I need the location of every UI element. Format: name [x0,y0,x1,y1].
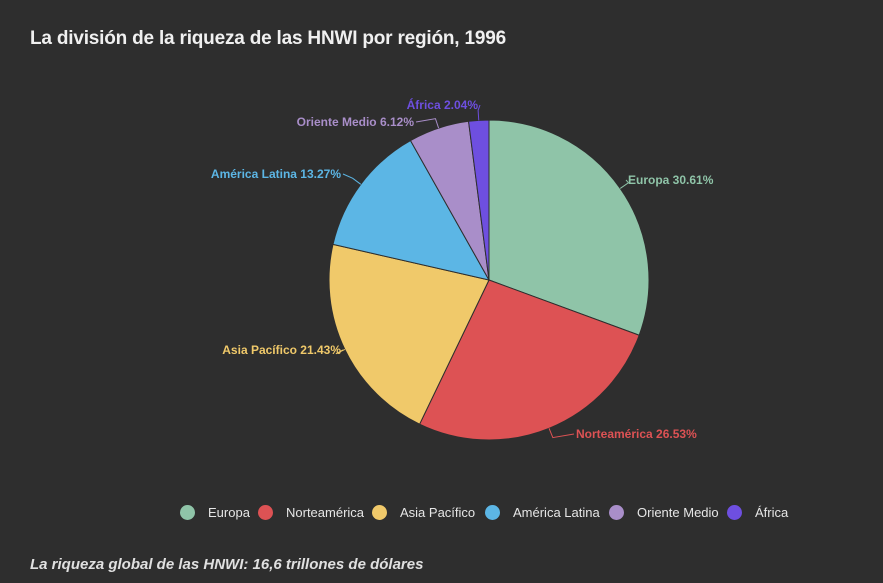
pie-slice-america-latina[interactable] [332,139,490,281]
footnote: La riqueza global de las HNWI: 16,6 tril… [30,556,424,573]
data-label-norteamerica: Norteamérica 26.53% [576,427,697,441]
legend-item-africa[interactable]: África [727,505,788,520]
legend-marker [180,505,195,520]
data-label-asia-pacifico: Asia Pacífico 21.43% [222,343,341,357]
chart-title: La división de la riqueza de las HNWI po… [30,28,506,49]
legend-label: África [755,505,789,520]
legend-marker [485,505,500,520]
legend-label: Norteamérica [286,505,365,520]
data-label-europa: Europa 30.61% [628,173,714,187]
label-connector-norteamerica [548,428,575,439]
data-label-africa: África 2.04% [407,97,479,112]
legend-marker [727,505,742,520]
legend-label: Europa [208,505,250,520]
pie-slice-asia-pacifico[interactable] [328,243,490,425]
data-label-america-latina: América Latina 13.27% [211,167,341,181]
legend-item-europa[interactable]: Europa [180,505,250,520]
label-connector-africa [477,104,481,121]
label-connector-europa [619,179,630,189]
legend-label: Oriente Medio [637,505,719,520]
legend-item-asia-pacifico[interactable]: Asia Pacífico [372,505,475,520]
legend-marker [372,505,387,520]
label-connector-oriente-medio [415,118,440,129]
legend-label: América Latina [513,505,600,520]
legend-marker [258,505,273,520]
pie-slice-norteamerica[interactable] [418,279,640,441]
label-connector-america-latina [342,173,362,185]
legend-label: Asia Pacífico [400,505,476,520]
legend-marker [609,505,624,520]
legend-item-norteamerica[interactable]: Norteamérica [258,505,364,520]
data-label-oriente-medio: Oriente Medio 6.12% [297,115,415,129]
pie-slice-africa[interactable] [467,119,490,281]
label-connector-asia-pacifico [335,348,346,355]
legend-item-america-latina[interactable]: América Latina [485,505,600,520]
legend: Europa Norteamérica Asia Pacífico América L… [0,505,883,527]
legend-item-oriente-medio[interactable]: Oriente Medio [609,505,719,520]
